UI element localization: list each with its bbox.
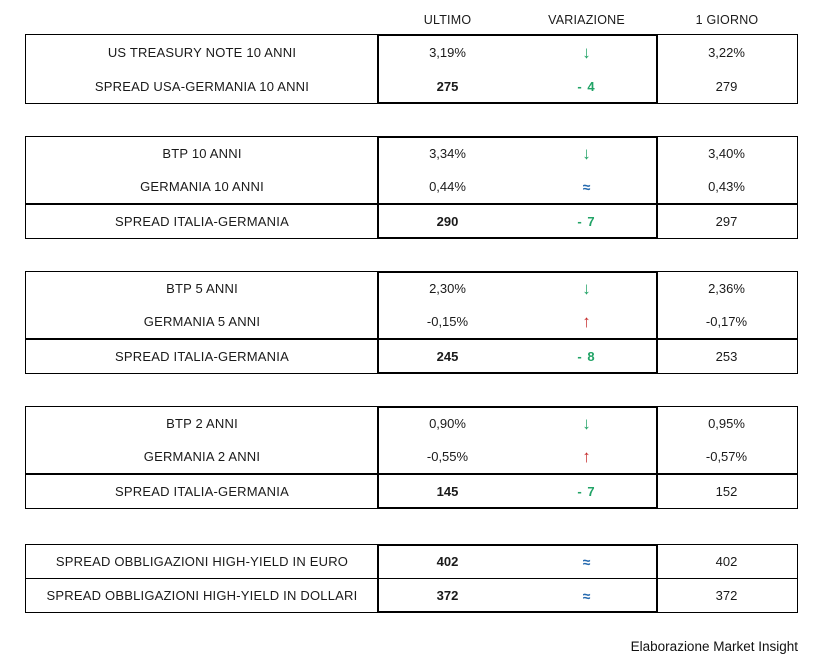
table-10-anni: BTP 10 ANNI 3,34% ↓ 3,40% GERMANIA 10 AN… (25, 136, 798, 239)
variation-value: - 8 (577, 349, 596, 364)
ultimo-value: 290 (436, 214, 459, 229)
table-row: SPREAD OBBLIGAZIONI HIGH-YIELD IN EURO 4… (26, 545, 797, 578)
row-label: US TREASURY NOTE 10 ANNI (107, 44, 297, 60)
ultimo-value: 372 (436, 588, 459, 603)
variation-value: - 4 (577, 78, 596, 94)
giorno-value: -0,17% (705, 314, 748, 329)
giorno-value: 0,95% (708, 416, 745, 431)
table-high-yield: SPREAD OBBLIGAZIONI HIGH-YIELD IN EURO 4… (25, 544, 798, 613)
giorno-value: 152 (715, 484, 738, 499)
giorno-value: 372 (715, 588, 738, 603)
table-2-anni: BTP 2 ANNI 0,90% ↓ 0,95% GERMANIA 2 ANNI… (25, 406, 798, 509)
ultimo-value: 2,30% (429, 281, 466, 296)
ultimo-value: -0,55% (426, 449, 469, 464)
column-header-ultimo: ULTIMO (423, 13, 472, 27)
table-row: SPREAD ITALIA-GERMANIA 145 - 7 152 (26, 473, 797, 508)
ultimo-value: 245 (436, 349, 459, 364)
giorno-value: -0,57% (705, 449, 748, 464)
down-arrow-icon: ↓ (582, 42, 591, 62)
ultimo-value: 3,19% (429, 44, 466, 60)
giorno-value: 279 (715, 78, 738, 94)
approx-equal-icon: ≈ (582, 553, 591, 570)
table-5-anni: BTP 5 ANNI 2,30% ↓ 2,36% GERMANIA 5 ANNI… (25, 271, 798, 374)
ultimo-value: 402 (436, 554, 459, 569)
column-header-variazione: VARIAZIONE (548, 13, 625, 27)
column-header-row: ULTIMO VARIAZIONE 1 GIORNO (25, 8, 822, 32)
column-header-1-giorno: 1 GIORNO (695, 13, 759, 27)
row-label: SPREAD ITALIA-GERMANIA (115, 484, 289, 499)
variation-value: - 7 (577, 214, 596, 229)
approx-equal-icon: ≈ (582, 178, 591, 195)
variation-value: - 7 (577, 484, 596, 499)
giorno-value: 2,36% (708, 281, 745, 296)
row-label: BTP 2 ANNI (166, 416, 238, 431)
approx-equal-icon: ≈ (582, 587, 591, 604)
giorno-value: 3,22% (708, 44, 745, 60)
up-arrow-icon: ↑ (582, 447, 591, 466)
table-row: SPREAD OBBLIGAZIONI HIGH-YIELD IN DOLLAR… (26, 578, 797, 612)
up-arrow-icon: ↑ (582, 312, 591, 331)
row-label: SPREAD ITALIA-GERMANIA (115, 214, 289, 229)
giorno-value: 402 (715, 554, 738, 569)
down-arrow-icon: ↓ (582, 414, 591, 433)
row-label: SPREAD ITALIA-GERMANIA (115, 349, 289, 364)
row-label: BTP 5 ANNI (166, 281, 238, 296)
ultimo-value: 275 (436, 78, 459, 94)
down-arrow-icon: ↓ (582, 279, 591, 298)
table-row: SPREAD ITALIA-GERMANIA 245 - 8 253 (26, 338, 797, 373)
table-row: BTP 2 ANNI 0,90% ↓ 0,95% (26, 407, 797, 440)
giorno-value: 297 (715, 214, 738, 229)
table-row: SPREAD USA-GERMANIA 10 ANNI 275 - 4 279 (26, 69, 797, 103)
table-row: GERMANIA 2 ANNI -0,55% ↑ -0,57% (26, 440, 797, 473)
table-us-treasury: US TREASURY NOTE 10 ANNI 3,19% ↓ 3,22% S… (25, 34, 798, 104)
table-row: SPREAD ITALIA-GERMANIA 290 - 7 297 (26, 203, 797, 238)
giorno-value: 0,43% (708, 179, 745, 194)
row-label: SPREAD OBBLIGAZIONI HIGH-YIELD IN EURO (55, 554, 349, 569)
ultimo-value: 3,34% (429, 146, 466, 161)
credit-text: Elaborazione Market Insight (630, 639, 798, 654)
row-label: GERMANIA 5 ANNI (143, 314, 261, 329)
ultimo-value: 0,90% (429, 416, 466, 431)
down-arrow-icon: ↓ (582, 144, 591, 163)
row-label: GERMANIA 10 ANNI (140, 179, 264, 194)
ultimo-value: 0,44% (429, 179, 466, 194)
table-row: BTP 5 ANNI 2,30% ↓ 2,36% (26, 272, 797, 305)
ultimo-value: -0,15% (426, 314, 469, 329)
table-row: GERMANIA 5 ANNI -0,15% ↑ -0,17% (26, 305, 797, 338)
giorno-value: 253 (715, 349, 738, 364)
row-label: BTP 10 ANNI (162, 146, 242, 161)
giorno-value: 3,40% (708, 146, 745, 161)
table-row: US TREASURY NOTE 10 ANNI 3,19% ↓ 3,22% (26, 35, 797, 69)
row-label: SPREAD OBBLIGAZIONI HIGH-YIELD IN DOLLAR… (46, 588, 358, 603)
row-label: GERMANIA 2 ANNI (143, 449, 261, 464)
table-row: BTP 10 ANNI 3,34% ↓ 3,40% (26, 137, 797, 170)
ultimo-value: 145 (436, 484, 459, 499)
row-label: SPREAD USA-GERMANIA 10 ANNI (94, 78, 310, 94)
table-row: GERMANIA 10 ANNI 0,44% ≈ 0,43% (26, 170, 797, 203)
